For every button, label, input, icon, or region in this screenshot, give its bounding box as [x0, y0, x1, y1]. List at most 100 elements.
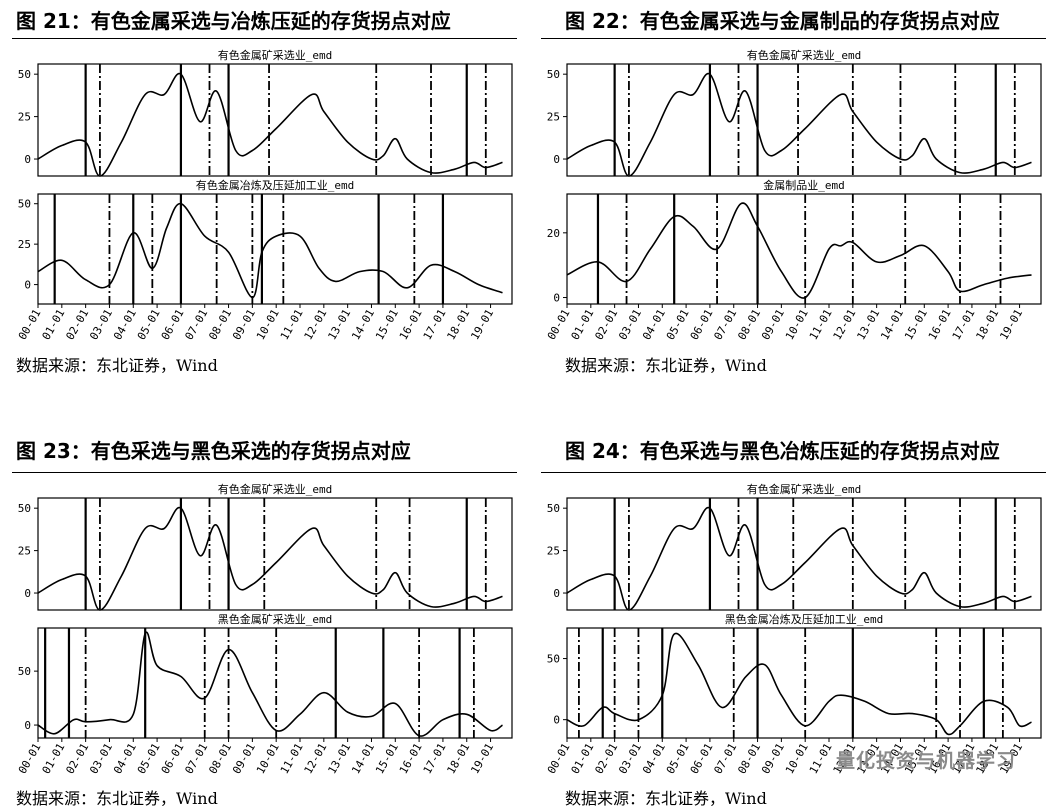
x-tick-label: 10-01	[254, 307, 282, 342]
x-tick-label: 06-01	[159, 307, 187, 342]
x-tick-label: 02-01	[63, 307, 91, 342]
panel-frame	[566, 193, 1042, 305]
x-tick-label: 03-01	[87, 307, 115, 342]
y-tick-label: 50	[547, 653, 560, 666]
y-tick-label: 25	[547, 545, 560, 558]
x-tick-label: 14-01	[349, 307, 377, 342]
series-line	[566, 632, 1032, 736]
x-tick-label: 07-01	[183, 307, 211, 342]
x-tick-label: 04-01	[640, 741, 668, 776]
x-tick-label: 19-01	[997, 307, 1025, 342]
figure-title: 图 22：有色金属采选与金属制品的存货拐点对应	[565, 9, 1000, 33]
x-tick-label: 07-01	[712, 307, 740, 342]
y-tick-label: 25	[18, 238, 31, 251]
series-line	[566, 506, 1032, 611]
x-tick-label: 10-01	[254, 741, 282, 776]
panel-title: 有色金属矿采选业_emd	[747, 48, 862, 62]
x-tick-label: 04-01	[111, 307, 139, 342]
title-rule	[12, 472, 517, 473]
x-tick-label: 11-01	[278, 741, 306, 776]
figure-21-chart: 有色金属矿采选业_emd 0 25 50 有色金属冶炼及压延加工业_emd 0 25 50 00…	[16, 48, 513, 342]
panel-1: 有色金属矿采选业_emd 0 25 50	[547, 482, 1042, 611]
panel-frame	[37, 193, 513, 305]
figure-23: 图 23：有色采选与黑色采选的存货拐点对应 有色金属矿采选业_emd 0 25 50 黑…	[12, 430, 517, 811]
panel-frame	[37, 63, 513, 177]
y-tick-label: 50	[18, 665, 31, 678]
figure-21: 图 21：有色金属采选与冶炼压延的存货拐点对应 有色金属矿采选业_emd 0 25 5…	[12, 0, 517, 390]
y-tick-label: 25	[18, 545, 31, 558]
x-tick-label: 15-01	[373, 307, 401, 342]
x-tick-label: 07-01	[183, 741, 211, 776]
panel-2: 有色金属冶炼及压延加工业_emd 0 25 50	[18, 178, 513, 305]
x-tick-label: 17-01	[950, 307, 978, 342]
watermark: 量化投资与机器学习	[835, 750, 1016, 772]
x-tick-label: 17-01	[421, 741, 449, 776]
x-tick-label: 11-01	[807, 741, 835, 776]
x-tick-label: 04-01	[640, 307, 668, 342]
x-tick-label: 06-01	[159, 741, 187, 776]
panel-1: 有色金属矿采选业_emd 0 25 50	[18, 48, 513, 177]
x-tick-label: 15-01	[902, 307, 930, 342]
panel-title: 有色金属矿采选业_emd	[218, 482, 333, 496]
x-tick-label: 12-01	[302, 307, 330, 342]
title-rule	[541, 472, 1046, 473]
x-tick-label: 13-01	[325, 741, 353, 776]
x-tick-label: 09-01	[759, 741, 787, 776]
x-tick-label: 08-01	[735, 741, 763, 776]
x-tick-label: 10-01	[783, 307, 811, 342]
x-tick-label: 08-01	[206, 741, 234, 776]
y-tick-label: 20	[547, 227, 560, 240]
panel-title: 金属制品业_emd	[763, 178, 845, 192]
panel-1: 有色金属矿采选业_emd 0 25 50	[18, 482, 513, 611]
title-rule	[541, 38, 1046, 39]
figure-24-chart: 有色金属矿采选业_emd 0 25 50 黑色金属冶炼及压延加工业_emd 0 50 00-0…	[545, 482, 1042, 776]
figure-title: 图 23：有色采选与黑色采选的存货拐点对应	[16, 439, 411, 463]
panel-2: 金属制品业_emd 0 20	[547, 178, 1042, 305]
panel-1: 有色金属矿采选业_emd 0 25 50	[547, 48, 1042, 177]
y-tick-label: 0	[553, 587, 560, 600]
panel-title: 黑色金属冶炼及压延加工业_emd	[725, 612, 884, 626]
x-tick-label: 02-01	[63, 741, 91, 776]
y-tick-label: 0	[24, 153, 31, 166]
x-tick-label: 03-01	[616, 741, 644, 776]
x-tick-label: 01-01	[40, 307, 68, 342]
x-tick-label: 18-01	[445, 307, 473, 342]
y-tick-label: 50	[18, 198, 31, 211]
x-tick-label: 13-01	[325, 307, 353, 342]
x-tick-label: 09-01	[230, 741, 258, 776]
x-tick-label: 16-01	[397, 307, 425, 342]
figure-title: 图 24：有色采选与黑色冶炼压延的存货拐点对应	[565, 439, 1000, 463]
y-tick-label: 50	[18, 68, 31, 81]
y-tick-label: 25	[547, 111, 560, 124]
panel-2: 黑色金属矿采选业_emd 0 50	[18, 612, 513, 739]
x-tick-label: 01-01	[40, 741, 68, 776]
x-tick-label: 16-01	[926, 307, 954, 342]
figure-22: 图 22：有色金属采选与金属制品的存货拐点对应 有色金属矿采选业_emd 0 25 5…	[541, 0, 1046, 390]
x-tick-label: 12-01	[831, 307, 859, 342]
panel-title: 有色金属矿采选业_emd	[218, 48, 333, 62]
x-tick-label: 17-01	[421, 307, 449, 342]
x-tick-label: 19-01	[468, 741, 496, 776]
x-tick-label: 14-01	[349, 741, 377, 776]
series-line	[37, 506, 503, 611]
y-tick-label: 50	[547, 68, 560, 81]
source-note: 数据来源：东北证券，Wind	[16, 789, 218, 808]
x-tick-label: 07-01	[712, 741, 740, 776]
x-tick-label: 00-01	[545, 741, 573, 776]
x-tick-label: 03-01	[87, 741, 115, 776]
figure-22-chart: 有色金属矿采选业_emd02550金属制品业_emd02000-0101-010…	[545, 48, 1042, 342]
x-tick-label: 13-01	[854, 307, 882, 342]
panel-frame	[566, 497, 1042, 611]
y-tick-label: 0	[553, 292, 560, 305]
x-tick-label: 05-01	[664, 741, 692, 776]
source-note: 数据来源：东北证券，Wind	[565, 789, 767, 808]
x-tick-label: 08-01	[206, 307, 234, 342]
x-tick-label: 00-01	[545, 307, 573, 342]
panel-title: 有色金属冶炼及压延加工业_emd	[196, 178, 355, 192]
x-tick-label: 09-01	[759, 307, 787, 342]
x-tick-label: 16-01	[397, 741, 425, 776]
y-tick-label: 0	[553, 153, 560, 166]
x-tick-label: 11-01	[278, 307, 306, 342]
x-tick-label: 15-01	[373, 741, 401, 776]
panel-frame	[566, 63, 1042, 177]
